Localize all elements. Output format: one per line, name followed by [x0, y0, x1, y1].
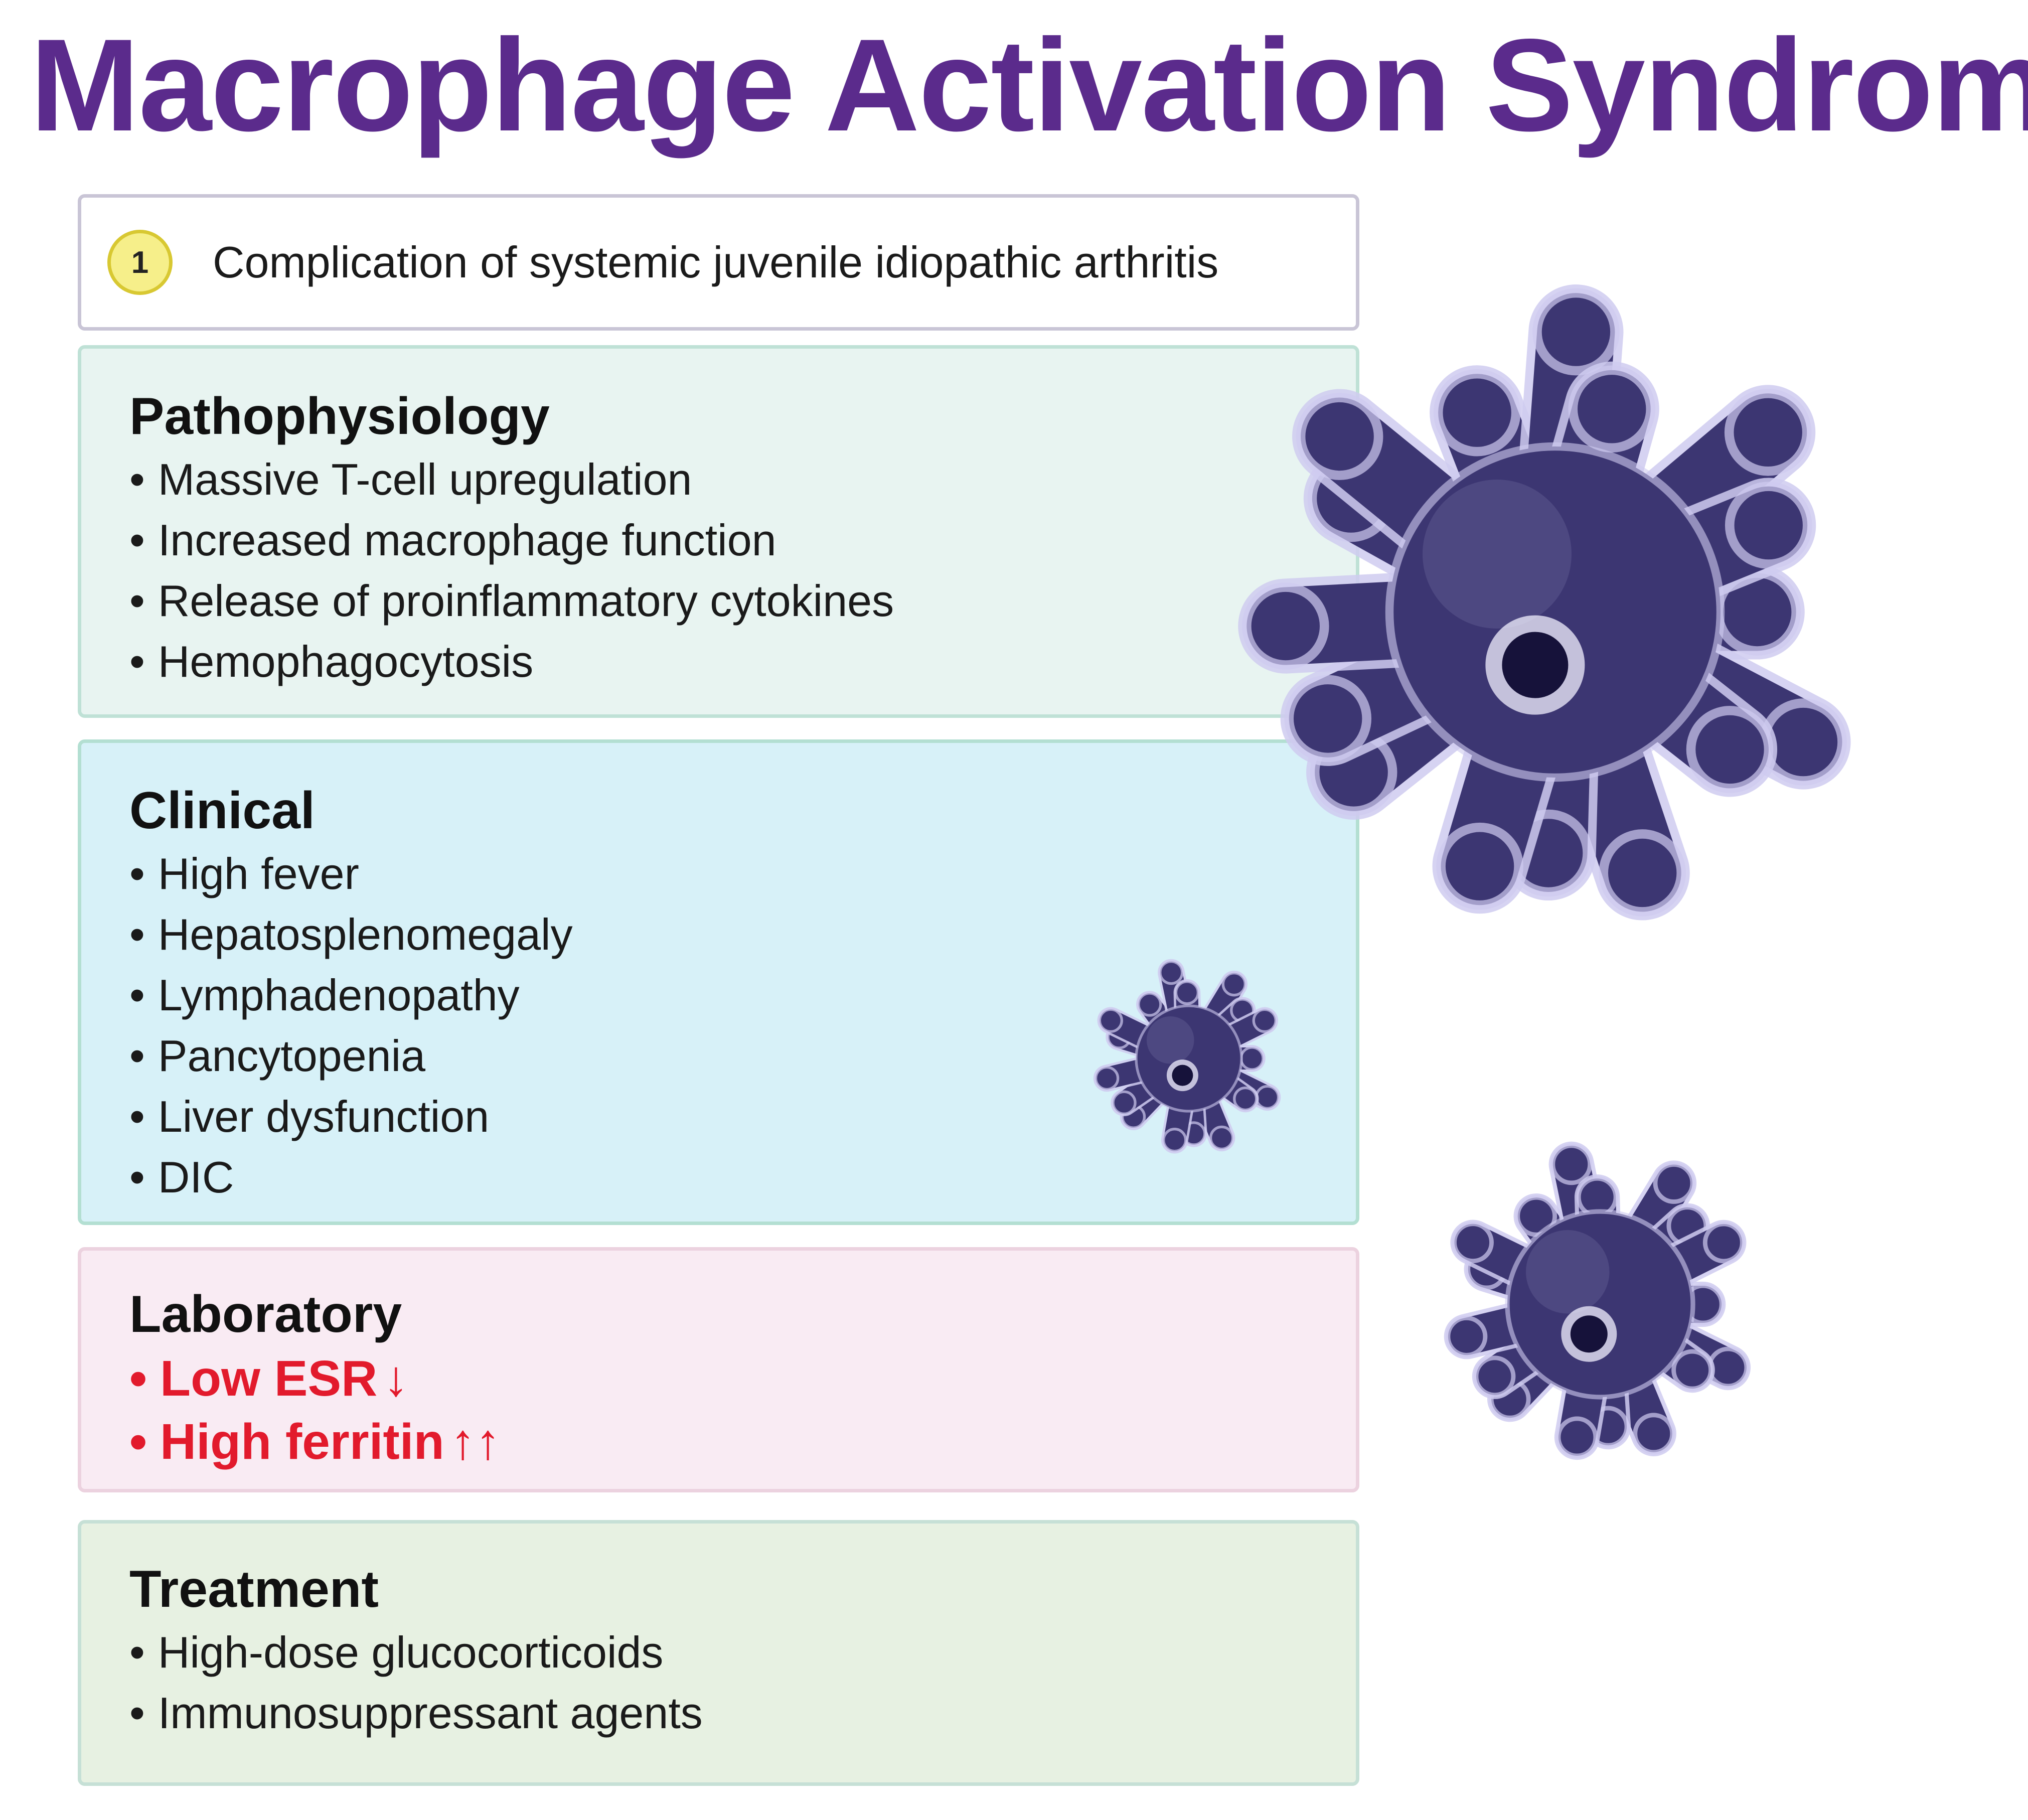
pathophysiology-panel: Pathophysiology Massive T-cell upregulat… [78, 345, 1359, 718]
page-title: Macrophage Activation Syndrome [30, 12, 2028, 159]
number-badge: 1 [107, 230, 173, 295]
section-heading: Treatment [129, 1560, 379, 1618]
list-item-text: Hepatosplenomegaly [158, 909, 573, 959]
clinical-panel: Clinical High fever Hepatosplenomegaly Lym… [78, 739, 1359, 1225]
macrophage-icon [1093, 959, 1281, 1154]
double-up-arrow-icon: ↑↑ [450, 1414, 501, 1470]
list-item-text: Low ESR [160, 1350, 378, 1407]
list-item: High fever [129, 843, 1356, 904]
macrophage-icon [1238, 284, 1851, 921]
macrophage-medium-illustration [1444, 1141, 1751, 1460]
list-item: Increased macrophage function [129, 510, 1356, 570]
list-item-text: Lymphadenopathy [158, 970, 520, 1020]
section-heading: Clinical [129, 782, 315, 840]
list-item-text: High ferritin [160, 1414, 444, 1470]
list-item-text: Massive T-cell upregulation [158, 454, 692, 504]
list-item-text: Increased macrophage function [158, 515, 776, 565]
list-item-text: Immunosuppressant agents [158, 1688, 703, 1738]
list-item-text: Pancytopenia [158, 1031, 426, 1081]
list-item: Release of proinflammatory cytokines [129, 570, 1356, 631]
item-list: Low ESR↓High ferritin↑↑ [129, 1347, 1356, 1473]
section-heading: Pathophysiology [129, 387, 550, 445]
list-item: Hepatosplenomegaly [129, 904, 1356, 965]
intro-panel: 1 Complication of systemic juvenile idio… [78, 194, 1359, 331]
list-item: Pancytopenia [129, 1025, 1356, 1086]
down-arrow-icon: ↓ [383, 1350, 409, 1407]
list-item-text: Release of proinflammatory cytokines [158, 576, 894, 626]
list-item-text: High fever [158, 849, 359, 898]
list-item-text: DIC [158, 1152, 234, 1202]
item-list: Massive T-cell upregulation Increased mac… [129, 449, 1356, 692]
list-item: Lymphadenopathy [129, 965, 1356, 1025]
treatment-panel: Treatment High-dose glucocorticoids Immun… [78, 1520, 1359, 1786]
list-item: DIC [129, 1147, 1356, 1207]
list-item: High-dose glucocorticoids [129, 1622, 1356, 1683]
macrophage-large-illustration [1238, 284, 1851, 921]
list-item: High ferritin↑↑ [129, 1410, 1356, 1473]
macrophage-small-illustration [1093, 959, 1281, 1154]
list-item: Low ESR↓ [129, 1347, 1356, 1410]
list-item: Liver dysfunction [129, 1086, 1356, 1147]
section-heading: Laboratory [129, 1285, 402, 1343]
item-list: High fever Hepatosplenomegaly Lymphadenopa… [129, 843, 1356, 1207]
list-item-text: Hemophagocytosis [158, 637, 534, 686]
list-item-text: High-dose glucocorticoids [158, 1627, 664, 1677]
list-item-text: Liver dysfunction [158, 1092, 490, 1141]
laboratory-panel: Laboratory Low ESR↓High ferritin↑↑ [78, 1247, 1359, 1492]
macrophage-icon [1444, 1141, 1751, 1460]
intro-text: Complication of systemic juvenile idiopa… [213, 237, 1219, 287]
list-item: Hemophagocytosis [129, 631, 1356, 692]
list-item: Massive T-cell upregulation [129, 449, 1356, 510]
list-item: Immunosuppressant agents [129, 1683, 1356, 1743]
item-list: High-dose glucocorticoids Immunosuppressa… [129, 1622, 1356, 1743]
